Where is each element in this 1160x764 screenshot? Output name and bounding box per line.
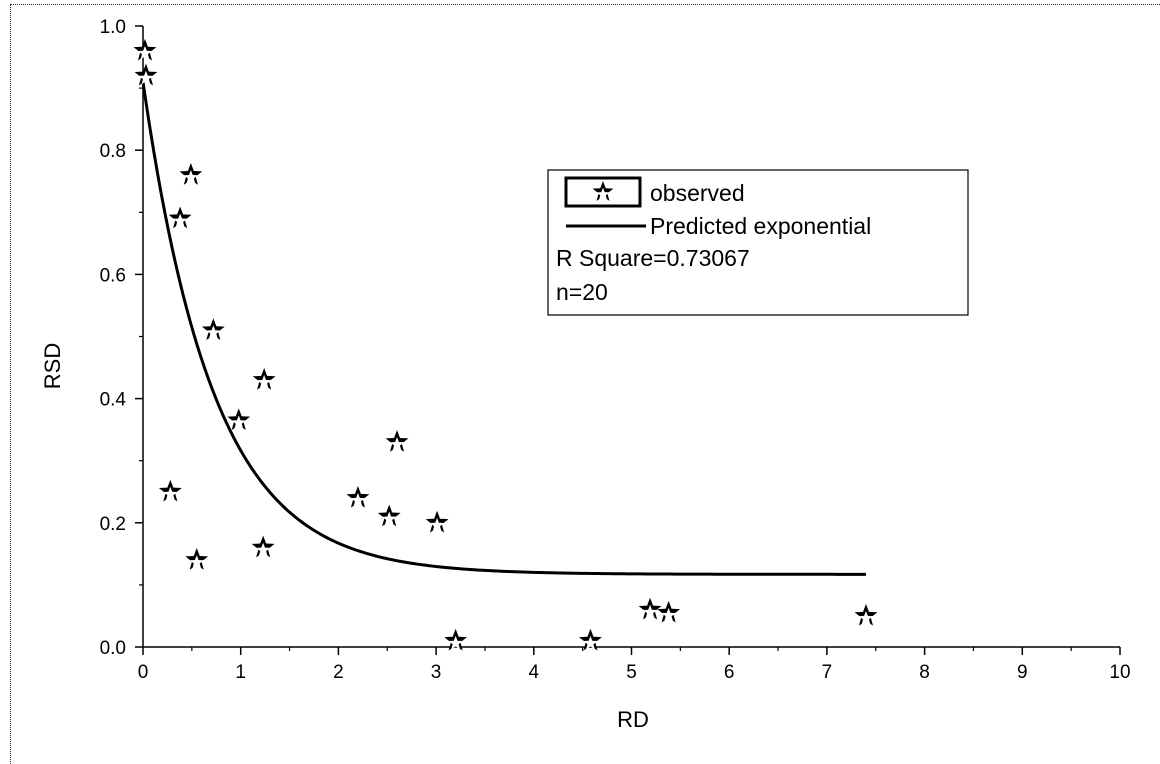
data-point-star [158,479,182,502]
legend-observed-label: observed [650,180,745,206]
r-square-annotation: R Square=0.73067 [556,245,750,271]
observed-points [133,38,878,651]
data-point-star [134,63,158,86]
legend-predicted-label: Predicted exponential [650,213,871,239]
x-tick-label: 1 [235,662,246,683]
x-tick-label: 9 [1017,662,1028,683]
data-point-star [579,628,602,651]
data-point-star [227,408,251,431]
legend: observed Predicted exponential R Square=… [547,169,969,316]
x-tick-label: 0 [138,662,149,683]
y-tick-label: 0.4 [100,390,127,411]
data-point-star [638,597,662,620]
x-tick-label: 3 [431,662,442,683]
x-axis-label: RD [617,707,649,732]
predicted-exponential-line [141,81,866,576]
y-tick-label: 0.6 [100,265,126,286]
data-point-star [201,318,225,340]
data-point-star [444,628,468,651]
x-tick-label: 4 [529,662,540,683]
x-tick-label: 8 [919,662,930,683]
data-point-star [385,430,409,452]
data-point-star [657,600,681,623]
y-tick-label: 0.2 [100,514,126,535]
data-point-star [425,510,449,533]
figure-border [10,4,1160,764]
legend-marker-frame [564,176,642,208]
x-tick-label: 10 [1109,662,1130,683]
y-tick-label: 0.8 [100,141,126,162]
x-tick-label: 2 [333,662,344,683]
x-tick-label: 7 [822,662,833,683]
x-tick-label: 6 [724,662,735,683]
scatter-chart: 0 1 2 3 4 5 6 7 8 9 10 0.0 0.2 0.4 0.6 0.8 1.0 RD RSD ob… [40,17,1131,732]
legend-star-marker [592,181,614,201]
data-point-star [168,206,192,229]
legend-box [547,169,969,316]
data-point-star [377,504,401,527]
data-point-star [133,38,157,61]
axes [142,26,1120,648]
data-point-star [252,367,276,390]
data-point-star [179,163,203,185]
data-point-star [346,485,370,508]
y-tick-label: 0.0 [100,638,126,659]
legend-star-icon [592,181,614,201]
x-tick-label: 5 [626,662,637,683]
n-annotation: n=20 [556,279,608,305]
y-tick-label: 1.0 [100,17,126,38]
data-point-star [251,535,275,558]
y-axis-label: RSD [40,343,65,389]
ticks: 0 1 2 3 4 5 6 7 8 9 10 0.0 0.2 0.4 0.6 0.8 1.0 [100,17,1131,683]
data-point-star [185,548,209,570]
data-point-star [854,603,878,626]
